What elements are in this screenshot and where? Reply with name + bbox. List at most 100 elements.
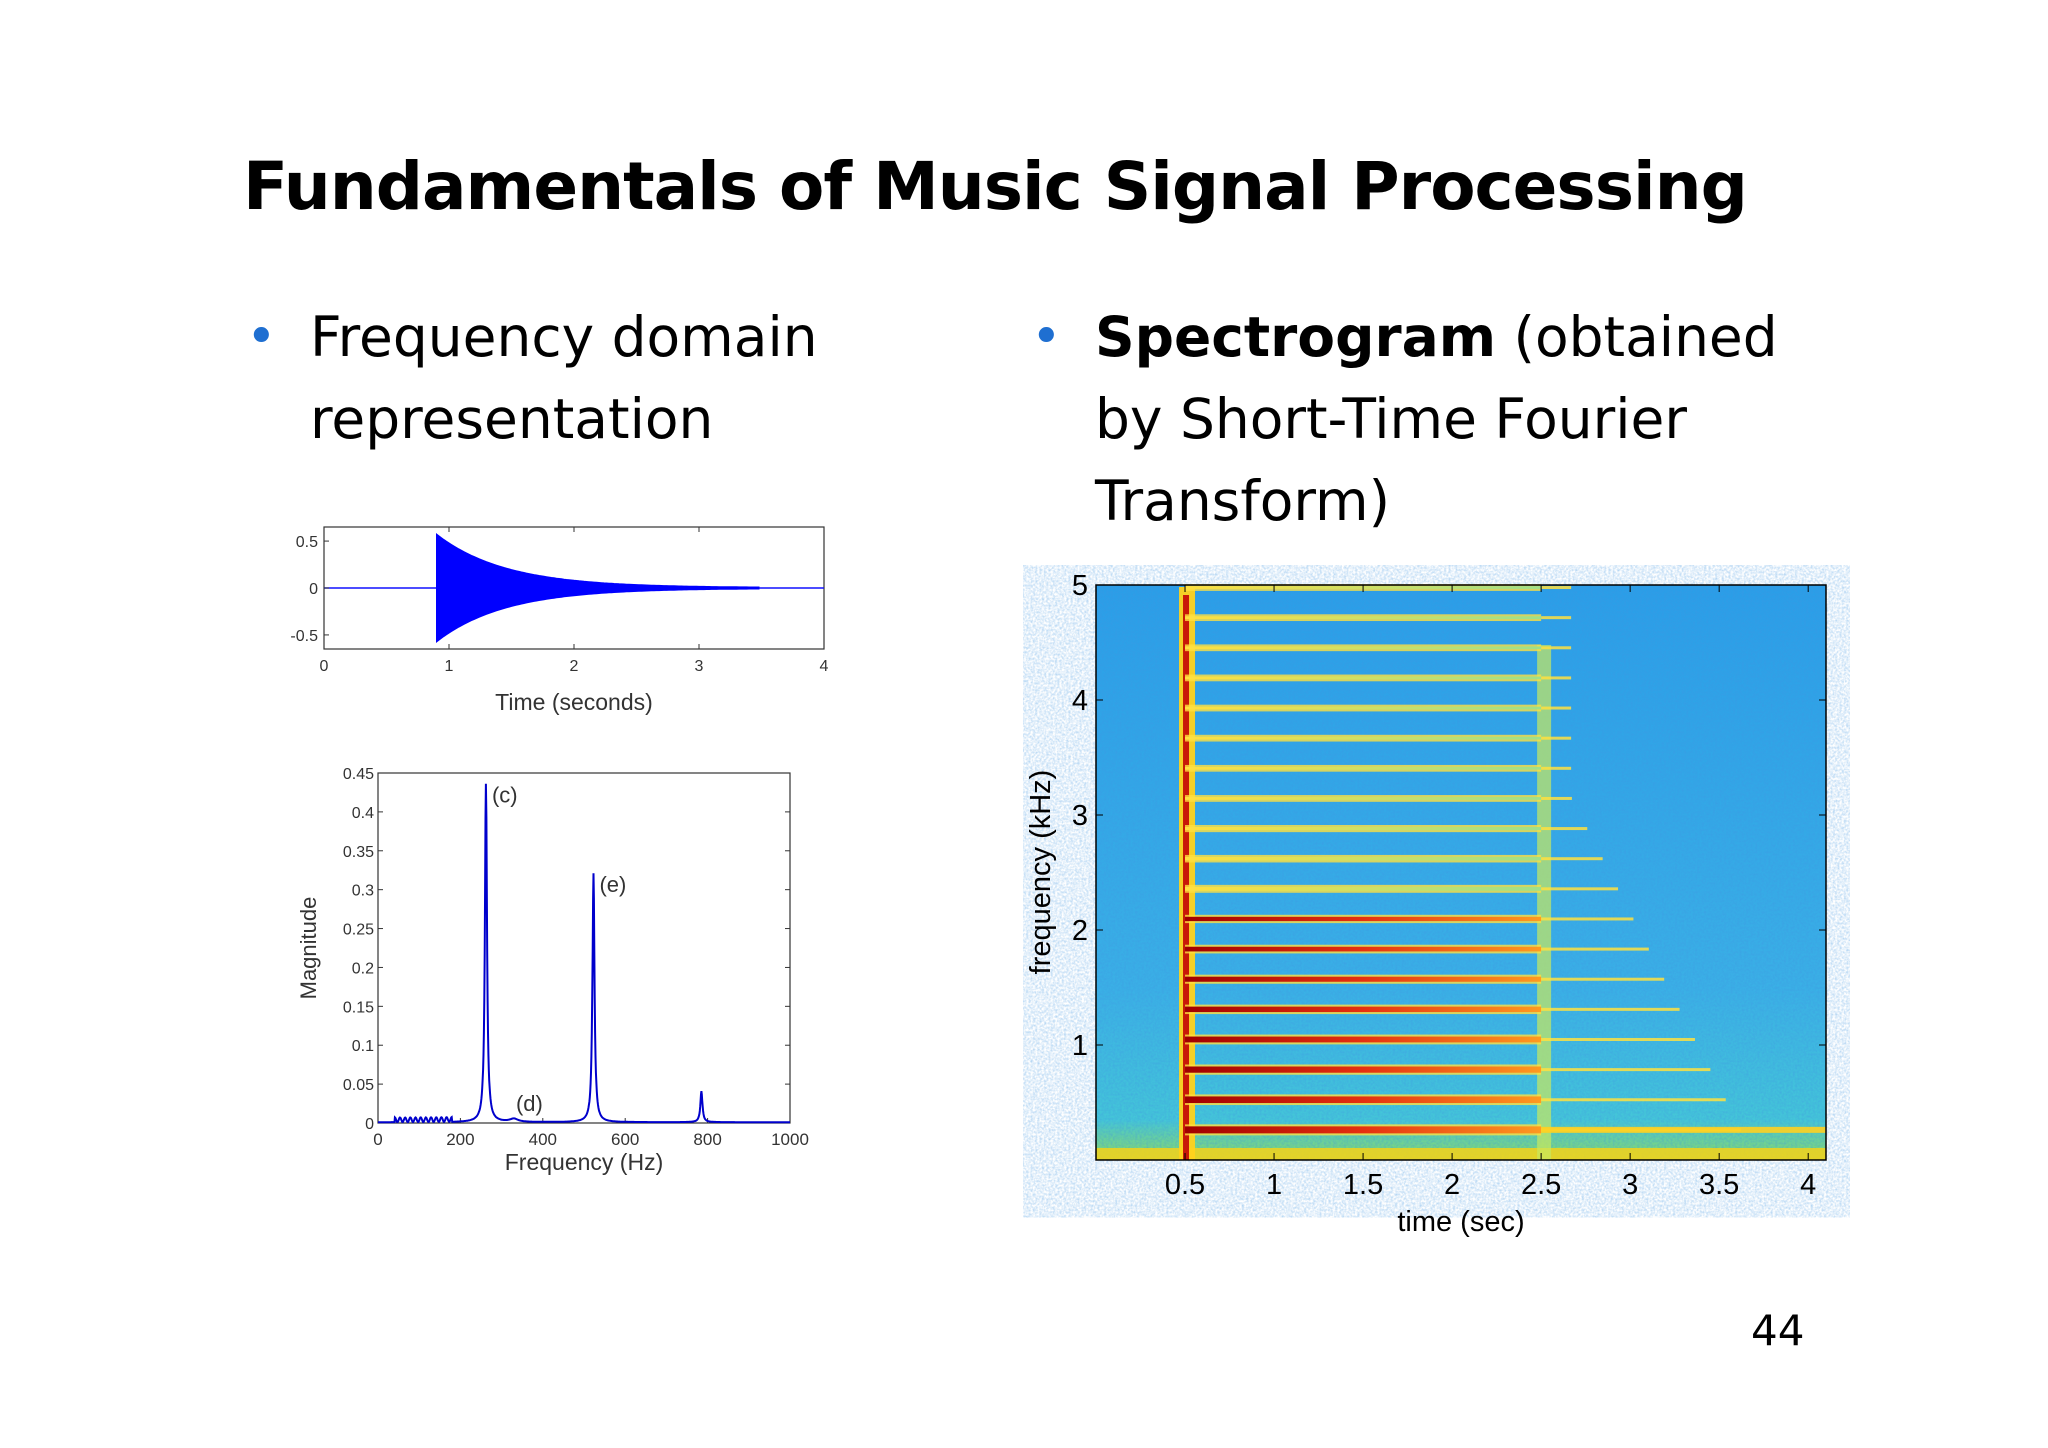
y-tick-label: 0.1 <box>352 1038 374 1055</box>
x-tick-labels: 0.5 1 1.5 2 2.5 3 3.5 4 <box>1165 585 1816 1201</box>
harmonic-line <box>1185 976 1542 982</box>
slide-title: Fundamentals of Music Signal Processing <box>243 148 1748 225</box>
bullet-spectrogram: • Spectrogram (obtained by Short-Time Fo… <box>1031 296 1778 542</box>
x-tick-label: 3 <box>1622 1169 1638 1201</box>
y-tick-labels: 0.5 0 -0.5 <box>290 534 318 645</box>
spectrogram-term: Spectrogram <box>1095 305 1497 369</box>
harmonic-line <box>1185 616 1542 620</box>
y-tick-label: 0 <box>365 1116 374 1133</box>
x-axis-label: Time (seconds) <box>495 689 653 715</box>
y-tick-label: 0.15 <box>343 999 374 1016</box>
harmonic-decay <box>1541 947 1649 951</box>
y-tick-label: 4 <box>1072 685 1088 717</box>
magnitude-spectrum-chart: 0 0.05 0.1 0.15 0.2 0.25 0.3 0.35 0.4 0.45 0 200 40… <box>296 766 809 1175</box>
x-tick-label: 1.5 <box>1343 1169 1383 1201</box>
y-tick-label: 0.5 <box>296 534 318 551</box>
harmonic-decay <box>1541 827 1588 831</box>
harmonic-line <box>1185 946 1542 952</box>
bullet-dot-icon: • <box>246 307 277 367</box>
x-tick-label: 800 <box>693 1130 721 1149</box>
harmonic-line <box>1185 1066 1542 1073</box>
x-tick-label: 2.5 <box>1521 1169 1561 1201</box>
spectrogram-chart: 0.5 1 1.5 2 2.5 3 3.5 4 1 2 3 4 5 frequency (kHz) t… <box>1025 570 1827 1238</box>
peak-label: (d) <box>516 1091 543 1116</box>
x-axis-label: Frequency (Hz) <box>505 1149 663 1175</box>
harmonic-decay <box>1541 706 1572 710</box>
peak-label: (e) <box>599 872 626 897</box>
harmonic-line <box>1185 1096 1542 1104</box>
y-axis-label: Magnitude <box>296 897 321 1000</box>
spectrum-line <box>378 783 790 1124</box>
x-tick-labels: 0 200 400 600 800 1000 <box>373 1118 809 1149</box>
bullet-line: Frequency domain <box>310 305 818 369</box>
y-tick-label: 0.3 <box>352 883 374 900</box>
bullet-text: (obtained <box>1496 305 1778 369</box>
y-tick-label: 2 <box>1072 915 1088 947</box>
harmonic-decay <box>1541 887 1619 891</box>
harmonic-line <box>1185 886 1542 891</box>
bullet-line: Transform) <box>1095 469 1391 533</box>
x-tick-label: 1000 <box>771 1130 809 1149</box>
harmonic-decay <box>1541 1007 1680 1011</box>
x-tick-label: 400 <box>529 1130 557 1149</box>
x-tick-labels: 0 1 2 3 4 <box>320 658 829 675</box>
y-tick-label: 0.25 <box>343 922 374 939</box>
harmonic-line <box>1185 1126 1542 1134</box>
harmonic-decay <box>1541 917 1634 921</box>
y-tick-label: 5 <box>1072 570 1088 602</box>
x-tick-label: 2 <box>570 658 579 675</box>
bullet-dot-icon: • <box>1031 307 1062 367</box>
x-tick-label: 3.5 <box>1699 1169 1739 1201</box>
harmonic-line <box>1185 766 1542 770</box>
y-tick-label: -0.5 <box>290 628 318 645</box>
bullet-line: by Short-Time Fourier <box>1095 387 1687 451</box>
harmonic-decay <box>1541 646 1572 650</box>
harmonic-line <box>1185 676 1542 680</box>
harmonic-line <box>1185 916 1542 922</box>
low-frequency-band <box>1096 1148 1826 1160</box>
plot-frame <box>377 772 791 1124</box>
x-tick-label: 1 <box>1266 1169 1282 1201</box>
x-tick-label: 0 <box>373 1130 382 1149</box>
y-tick-labels: 0 0.05 0.1 0.15 0.2 0.25 0.3 0.35 0.4 0.45 <box>343 766 790 1133</box>
peak-labels: (c) (d) (e) <box>492 783 626 1116</box>
waveform-envelope <box>323 527 825 649</box>
x-tick-label: 0.5 <box>1165 1169 1205 1201</box>
harmonic-decay <box>1541 1068 1711 1072</box>
x-tick-label: 4 <box>1800 1169 1816 1201</box>
y-tick-label: 0 <box>309 581 318 598</box>
x-tick-label: 2 <box>1444 1169 1460 1201</box>
x-tick-label: 200 <box>446 1130 474 1149</box>
harmonic-line <box>1185 1036 1542 1043</box>
y-tick-label: 3 <box>1072 800 1088 832</box>
onset-core <box>1183 595 1190 1160</box>
harmonic-line <box>1185 856 1542 861</box>
harmonic-decay <box>1541 616 1572 620</box>
harmonic-line <box>1185 797 1542 800</box>
y-tick-label: 0.35 <box>343 844 374 861</box>
harmonic-line <box>1185 706 1542 710</box>
harmonic-decay <box>1541 1098 1726 1102</box>
harmonic-decay <box>1541 586 1572 590</box>
bullet-line: Spectrogram (obtained <box>1095 296 1778 378</box>
harmonic-decay <box>1541 977 1665 981</box>
harmonic-decay <box>1541 766 1572 770</box>
harmonic-line <box>1185 826 1542 831</box>
harmonic-decay <box>1541 796 1572 800</box>
harmonic-decay <box>1541 1037 1695 1041</box>
plot-frame <box>1095 584 1827 1161</box>
bullet-frequency-domain: • Frequency domain representation <box>246 296 818 460</box>
harmonic-line <box>1185 646 1542 650</box>
x-tick-label: 0 <box>320 658 329 675</box>
offset-band <box>1537 645 1552 1160</box>
x-tick-label: 600 <box>611 1130 639 1149</box>
harmonic-decay <box>1541 736 1572 740</box>
fundamental-decay <box>1541 1126 1826 1133</box>
harmonic-decay <box>1541 676 1572 680</box>
page-number: 44 <box>1751 1306 1805 1355</box>
peak-label: (c) <box>492 783 518 808</box>
waveform-fill <box>436 532 760 644</box>
bullet-line: representation <box>310 387 714 451</box>
y-tick-label: 0.05 <box>343 1077 374 1094</box>
